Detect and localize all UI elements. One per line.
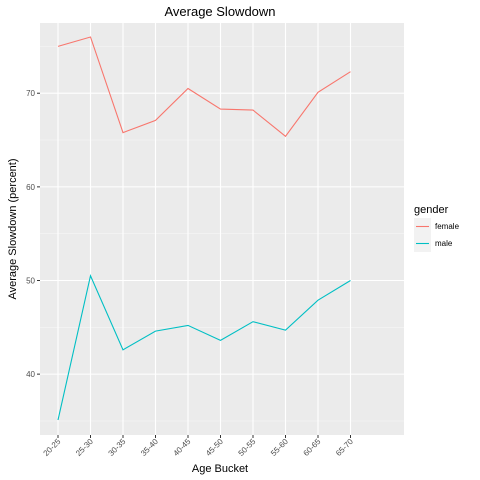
- plot-panel: [40, 23, 404, 435]
- y-axis-title: Average Slowdown (percent): [7, 158, 19, 299]
- x-tick-label: 40-45: [172, 437, 193, 458]
- y-tick-label: 70: [26, 89, 35, 98]
- legend-title: gender: [414, 204, 449, 216]
- y-axis: 40 50 60 70: [26, 89, 40, 379]
- grid: [40, 23, 404, 435]
- x-tick-label: 50-55: [237, 437, 258, 458]
- x-tick-label: 55-60: [269, 437, 290, 458]
- x-tick-label: 45-50: [204, 437, 225, 458]
- x-tick-label: 25-30: [74, 437, 95, 458]
- x-tick-label: 30-35: [107, 437, 128, 458]
- series-lines: [57, 36, 351, 421]
- legend-label-female: female: [435, 222, 460, 231]
- series-line-male: [57, 274, 351, 421]
- y-tick-label: 40: [26, 370, 35, 379]
- x-tick-label: 20-25: [42, 437, 63, 458]
- x-tick-label: 65-70: [334, 437, 355, 458]
- chart-title: Average Slowdown: [164, 4, 275, 19]
- legend: gender female male: [414, 204, 460, 252]
- series-line-female: [57, 36, 351, 138]
- y-tick-label: 60: [26, 183, 35, 192]
- x-tick-label: 60-65: [302, 437, 323, 458]
- legend-label-male: male: [435, 239, 453, 248]
- x-axis-title: Age Bucket: [192, 463, 248, 475]
- y-tick-label: 50: [26, 277, 35, 286]
- x-axis: 20-25 25-30 30-35 35-40 40-45 45-50 50-55 55-60…: [42, 435, 355, 458]
- x-tick-label: 35-40: [139, 437, 160, 458]
